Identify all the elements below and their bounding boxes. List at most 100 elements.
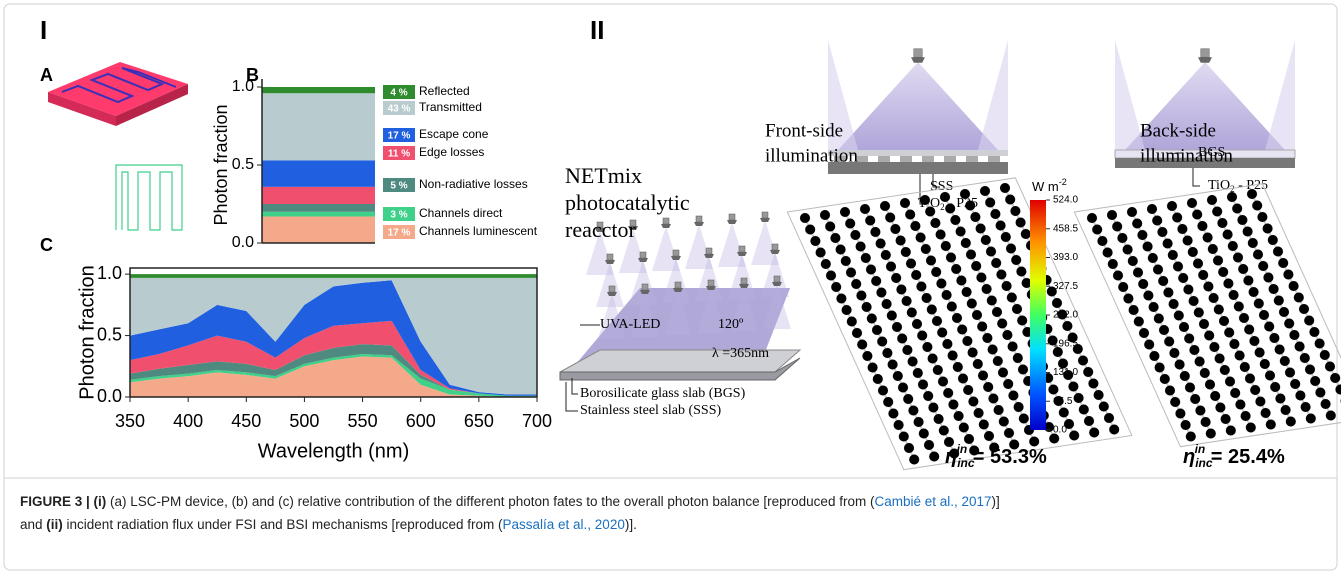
map-node	[908, 406, 918, 416]
map-node	[1088, 379, 1098, 389]
map-node	[1062, 321, 1072, 331]
map-node	[907, 308, 917, 318]
map-node	[1186, 432, 1196, 442]
map-node	[1224, 328, 1234, 338]
data-label: 17 %	[388, 228, 411, 239]
map-node	[953, 362, 963, 372]
map-node	[1094, 390, 1104, 400]
colorbar-label: 524.0	[1053, 195, 1078, 206]
colorbar-label: 131.0	[1053, 367, 1078, 378]
map-node	[873, 374, 883, 384]
map-node	[1285, 368, 1295, 378]
map-node	[1245, 374, 1255, 384]
map-node	[1155, 363, 1165, 373]
lamp	[661, 224, 671, 228]
map-node	[1286, 417, 1296, 427]
map-node	[1002, 281, 1012, 291]
map-node	[930, 218, 940, 228]
map-node	[1295, 342, 1305, 352]
y-tick-label: 1.0	[232, 78, 254, 95]
map-node	[1014, 402, 1024, 412]
y-tick-label: 0.0	[97, 386, 122, 406]
map-node	[1123, 294, 1133, 304]
lamp	[1198, 57, 1212, 63]
map-node	[1179, 322, 1189, 332]
map-node	[1001, 232, 1011, 242]
map-node	[1172, 213, 1182, 223]
map-node	[979, 420, 989, 430]
map-node	[997, 319, 1007, 329]
colorbar	[1030, 200, 1046, 430]
reactor-label: Borosilicate glass slab (BGS)	[580, 386, 746, 401]
map-node	[1078, 356, 1088, 366]
legend-label: Non-radiative losses	[419, 177, 528, 191]
map-node	[1169, 299, 1179, 309]
map-node	[1325, 362, 1335, 372]
channel	[944, 156, 956, 162]
map-node	[1019, 414, 1029, 424]
map-node	[1254, 299, 1264, 309]
map-node	[948, 400, 958, 410]
map-node	[1163, 239, 1173, 249]
map-node	[1006, 244, 1016, 254]
map-node	[1234, 302, 1244, 312]
map-node	[911, 270, 921, 280]
map-node	[1112, 222, 1122, 232]
map-node	[976, 273, 986, 283]
map-node	[1250, 385, 1260, 395]
map-node	[1249, 336, 1259, 346]
map-node	[1269, 333, 1279, 343]
map-node	[1004, 428, 1014, 438]
map-node	[1315, 388, 1325, 398]
map-node	[1195, 406, 1205, 416]
map-node	[901, 247, 911, 257]
caption-label: (ii)	[46, 517, 63, 532]
map-node	[1263, 273, 1273, 283]
lamp	[607, 254, 613, 260]
map-node	[1264, 322, 1274, 332]
efficiency: ηincin = 25.4%	[1183, 442, 1285, 470]
map-node	[1252, 201, 1262, 211]
map-node	[1259, 310, 1269, 320]
map-node	[1003, 379, 1013, 389]
map-node	[1217, 218, 1227, 228]
map-node	[970, 212, 980, 222]
map-node	[1212, 207, 1222, 217]
map-node	[1301, 402, 1311, 412]
map-node	[1007, 293, 1017, 303]
map-node	[1326, 411, 1336, 421]
map-node	[1195, 357, 1205, 367]
map-node	[1170, 397, 1180, 407]
map-node	[1178, 273, 1188, 283]
colorbar-label: 393.0	[1053, 252, 1078, 263]
map-node	[1113, 271, 1123, 281]
map-node	[1268, 235, 1278, 245]
map-node	[946, 253, 956, 263]
channel	[922, 156, 934, 162]
panel-label: A	[40, 65, 53, 85]
map-node	[1265, 371, 1275, 381]
map-node	[1309, 327, 1319, 337]
map-node	[1143, 291, 1153, 301]
legend-label: Reflected	[419, 84, 470, 98]
reference-link[interactable]: Cambié et al., 2017	[874, 494, 991, 509]
map-node	[1079, 405, 1089, 415]
map-node	[1213, 256, 1223, 266]
map-node	[999, 417, 1009, 427]
map-node	[921, 244, 931, 254]
colorbar-unit: W m-2	[1032, 177, 1067, 194]
map-node	[936, 279, 946, 289]
lamp	[914, 49, 922, 57]
map-node	[1092, 225, 1102, 235]
map-node	[982, 333, 992, 343]
reference-link[interactable]: Passalía et al., 2020	[503, 517, 625, 532]
map-node	[972, 310, 982, 320]
map-node	[980, 186, 990, 196]
map-node	[943, 388, 953, 398]
map-node	[1233, 253, 1243, 263]
map-node	[974, 408, 984, 418]
map-node	[913, 368, 923, 378]
map-node	[1320, 350, 1330, 360]
map-node	[867, 314, 877, 324]
map-node	[1248, 238, 1258, 248]
